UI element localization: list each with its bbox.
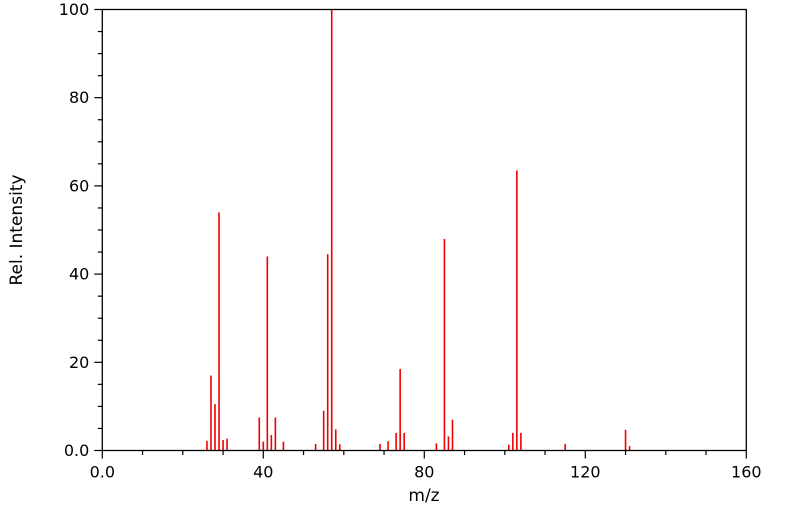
y-axis-label: Rel. Intensity xyxy=(7,174,27,285)
x-axis-label: m/z xyxy=(408,486,439,506)
axes-frame xyxy=(101,8,747,452)
y-tick-label: 60 xyxy=(69,176,89,195)
plot-area: 0.0 40 80 120 160 0.0 20 40 60 80 100 xyxy=(59,0,762,482)
y-tick-label: 80 xyxy=(69,88,89,107)
y-tick-label: 40 xyxy=(69,265,89,284)
y-tick-label: 100 xyxy=(59,0,90,19)
x-tick-label: 80 xyxy=(414,463,434,482)
y-tick-label: 0.0 xyxy=(64,441,89,460)
x-tick-label: 0.0 xyxy=(90,463,115,482)
x-tick-label: 40 xyxy=(253,463,273,482)
x-tick-label: 120 xyxy=(570,463,601,482)
x-tick-label: 160 xyxy=(731,463,762,482)
y-tick-label: 20 xyxy=(69,353,89,372)
